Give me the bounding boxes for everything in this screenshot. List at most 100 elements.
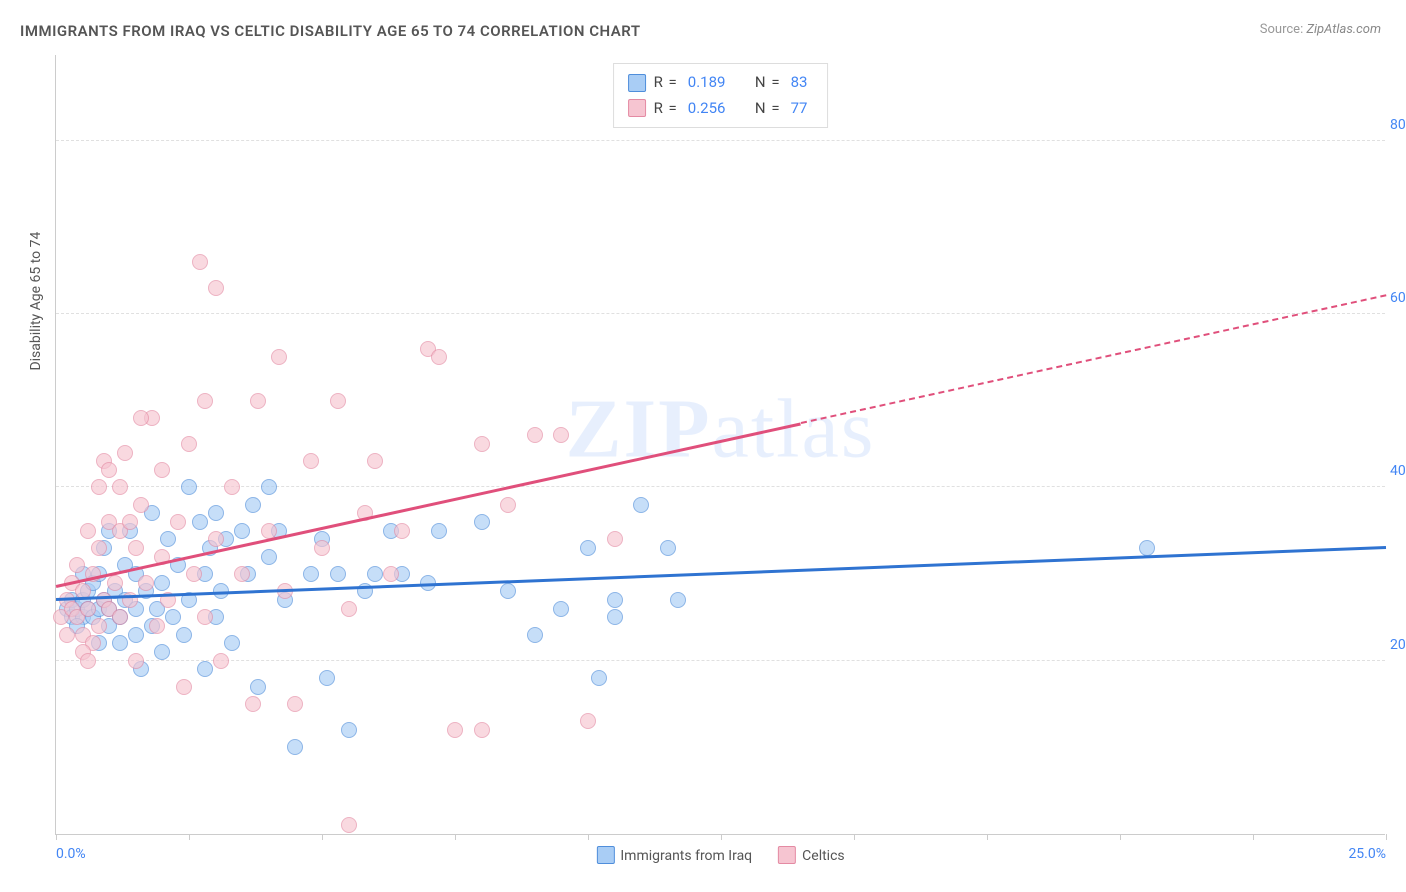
r-label: R = — [654, 96, 678, 122]
data-point-blue — [431, 523, 447, 539]
data-point-pink — [91, 618, 107, 634]
x-tick — [1253, 834, 1254, 840]
legend-item: Celtics — [778, 846, 844, 864]
data-point-pink — [580, 713, 596, 729]
data-point-blue — [607, 609, 623, 625]
data-point-pink — [133, 410, 149, 426]
data-point-blue — [527, 627, 543, 643]
data-point-pink — [149, 618, 165, 634]
data-point-pink — [197, 393, 213, 409]
data-point-blue — [330, 566, 346, 582]
legend-swatch — [628, 74, 646, 92]
data-point-blue — [176, 627, 192, 643]
n-label: N = — [755, 70, 781, 96]
data-point-pink — [69, 557, 85, 573]
data-point-pink — [59, 627, 75, 643]
data-point-pink — [553, 427, 569, 443]
data-point-blue — [165, 609, 181, 625]
trendline — [56, 422, 801, 587]
data-point-pink — [186, 566, 202, 582]
data-point-blue — [261, 479, 277, 495]
data-point-blue — [580, 540, 596, 556]
data-point-blue — [154, 644, 170, 660]
x-tick — [854, 834, 855, 840]
data-point-blue — [234, 523, 250, 539]
data-point-pink — [341, 601, 357, 617]
legend-correlation-box: R =0.189 N =83R =0.256 N =77 — [613, 63, 829, 128]
gridline-h — [56, 140, 1385, 141]
x-tick — [588, 834, 589, 840]
data-point-pink — [447, 722, 463, 738]
data-point-blue — [633, 497, 649, 513]
data-point-pink — [607, 531, 623, 547]
data-point-pink — [213, 653, 229, 669]
data-point-pink — [181, 436, 197, 452]
gridline-h — [56, 486, 1385, 487]
data-point-blue — [154, 575, 170, 591]
data-point-pink — [208, 280, 224, 296]
x-tick — [721, 834, 722, 840]
gridline-h — [56, 660, 1385, 661]
y-tick-label: 40.0% — [1390, 463, 1406, 479]
x-tick — [56, 834, 57, 840]
source-attribution: Source: ZipAtlas.com — [1260, 22, 1381, 37]
data-point-blue — [224, 635, 240, 651]
data-point-blue — [500, 583, 516, 599]
gridline-h — [56, 313, 1385, 314]
data-point-blue — [245, 497, 261, 513]
data-point-blue — [192, 514, 208, 530]
legend-item: Immigrants from Iraq — [596, 846, 752, 864]
x-tick — [987, 834, 988, 840]
data-point-pink — [500, 497, 516, 513]
n-label: N = — [755, 96, 781, 122]
data-point-pink — [128, 653, 144, 669]
legend-label: Celtics — [802, 848, 844, 864]
data-point-pink — [303, 453, 319, 469]
data-point-pink — [431, 349, 447, 365]
data-point-pink — [154, 462, 170, 478]
y-tick-label: 80.0% — [1390, 117, 1406, 133]
data-point-pink — [80, 653, 96, 669]
legend-swatch — [628, 99, 646, 117]
data-point-pink — [367, 453, 383, 469]
data-point-blue — [553, 601, 569, 617]
data-point-pink — [133, 497, 149, 513]
data-point-pink — [527, 427, 543, 443]
data-point-blue — [160, 531, 176, 547]
data-point-blue — [660, 540, 676, 556]
data-point-pink — [112, 609, 128, 625]
data-point-pink — [208, 531, 224, 547]
legend-stat-row: R =0.256 N =77 — [628, 96, 814, 122]
data-point-blue — [250, 679, 266, 695]
data-point-pink — [245, 696, 261, 712]
x-tick — [1120, 834, 1121, 840]
x-tick-label: 0.0% — [56, 846, 86, 862]
n-value: 83 — [791, 70, 808, 96]
data-point-pink — [107, 575, 123, 591]
data-point-pink — [474, 722, 490, 738]
data-point-pink — [91, 479, 107, 495]
plot-area: ZIPatlas R =0.189 N =83R =0.256 N =77 Im… — [55, 55, 1385, 835]
data-point-pink — [80, 523, 96, 539]
data-point-pink — [330, 393, 346, 409]
data-point-pink — [128, 540, 144, 556]
x-tick — [455, 834, 456, 840]
x-tick-label: 25.0% — [1348, 846, 1386, 862]
data-point-blue — [197, 661, 213, 677]
data-point-pink — [250, 393, 266, 409]
data-point-blue — [1139, 540, 1155, 556]
chart-container: IMMIGRANTS FROM IRAQ VS CELTIC DISABILIT… — [0, 0, 1406, 892]
data-point-pink — [101, 462, 117, 478]
y-tick-label: 20.0% — [1390, 637, 1406, 653]
source-value: ZipAtlas.com — [1306, 22, 1381, 37]
x-tick — [322, 834, 323, 840]
data-point-pink — [80, 601, 96, 617]
data-point-pink — [170, 514, 186, 530]
data-point-blue — [303, 566, 319, 582]
data-point-blue — [128, 627, 144, 643]
data-point-pink — [271, 349, 287, 365]
data-point-pink — [117, 445, 133, 461]
data-point-pink — [176, 679, 192, 695]
x-tick — [189, 834, 190, 840]
data-point-blue — [287, 739, 303, 755]
